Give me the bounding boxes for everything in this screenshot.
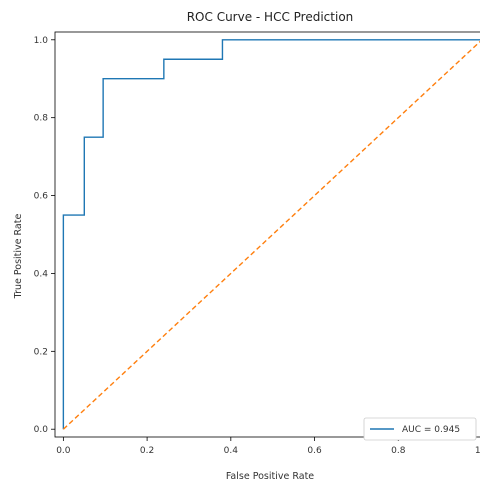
- x-axis-label: False Positive Rate: [226, 471, 314, 482]
- y-tick-label: 0.2: [34, 347, 48, 357]
- chart-title: ROC Curve - HCC Prediction: [187, 10, 354, 24]
- y-axis-ticks: 0.0 0.2 0.4 0.6 0.8 1.0: [34, 36, 55, 435]
- roc-curve-line: [62, 39, 480, 430]
- plot-frame: [54, 31, 480, 438]
- legend-box: [363, 417, 477, 441]
- legend: AUC = 0.945: [363, 417, 477, 441]
- y-tick-label: 0.6: [34, 192, 49, 202]
- y-tick-label: 0.0: [34, 425, 49, 435]
- diagonal-reference-line: [62, 40, 480, 430]
- x-tick-label: 0.6: [307, 446, 322, 456]
- y-tick-label: 0.8: [34, 114, 49, 124]
- y-tick-label: 1.0: [34, 36, 49, 46]
- plot-area: [54, 31, 480, 438]
- y-tick-label: 0.4: [34, 269, 49, 279]
- x-tick-label: 1.0: [475, 446, 480, 456]
- y-axis-label: True Positive Rate: [13, 214, 24, 300]
- x-tick-label: 0.4: [224, 446, 239, 456]
- x-tick-label: 0.0: [56, 446, 71, 456]
- legend-label: AUC = 0.945: [402, 425, 460, 435]
- x-tick-label: 0.8: [391, 446, 406, 456]
- x-tick-label: 0.2: [140, 446, 154, 456]
